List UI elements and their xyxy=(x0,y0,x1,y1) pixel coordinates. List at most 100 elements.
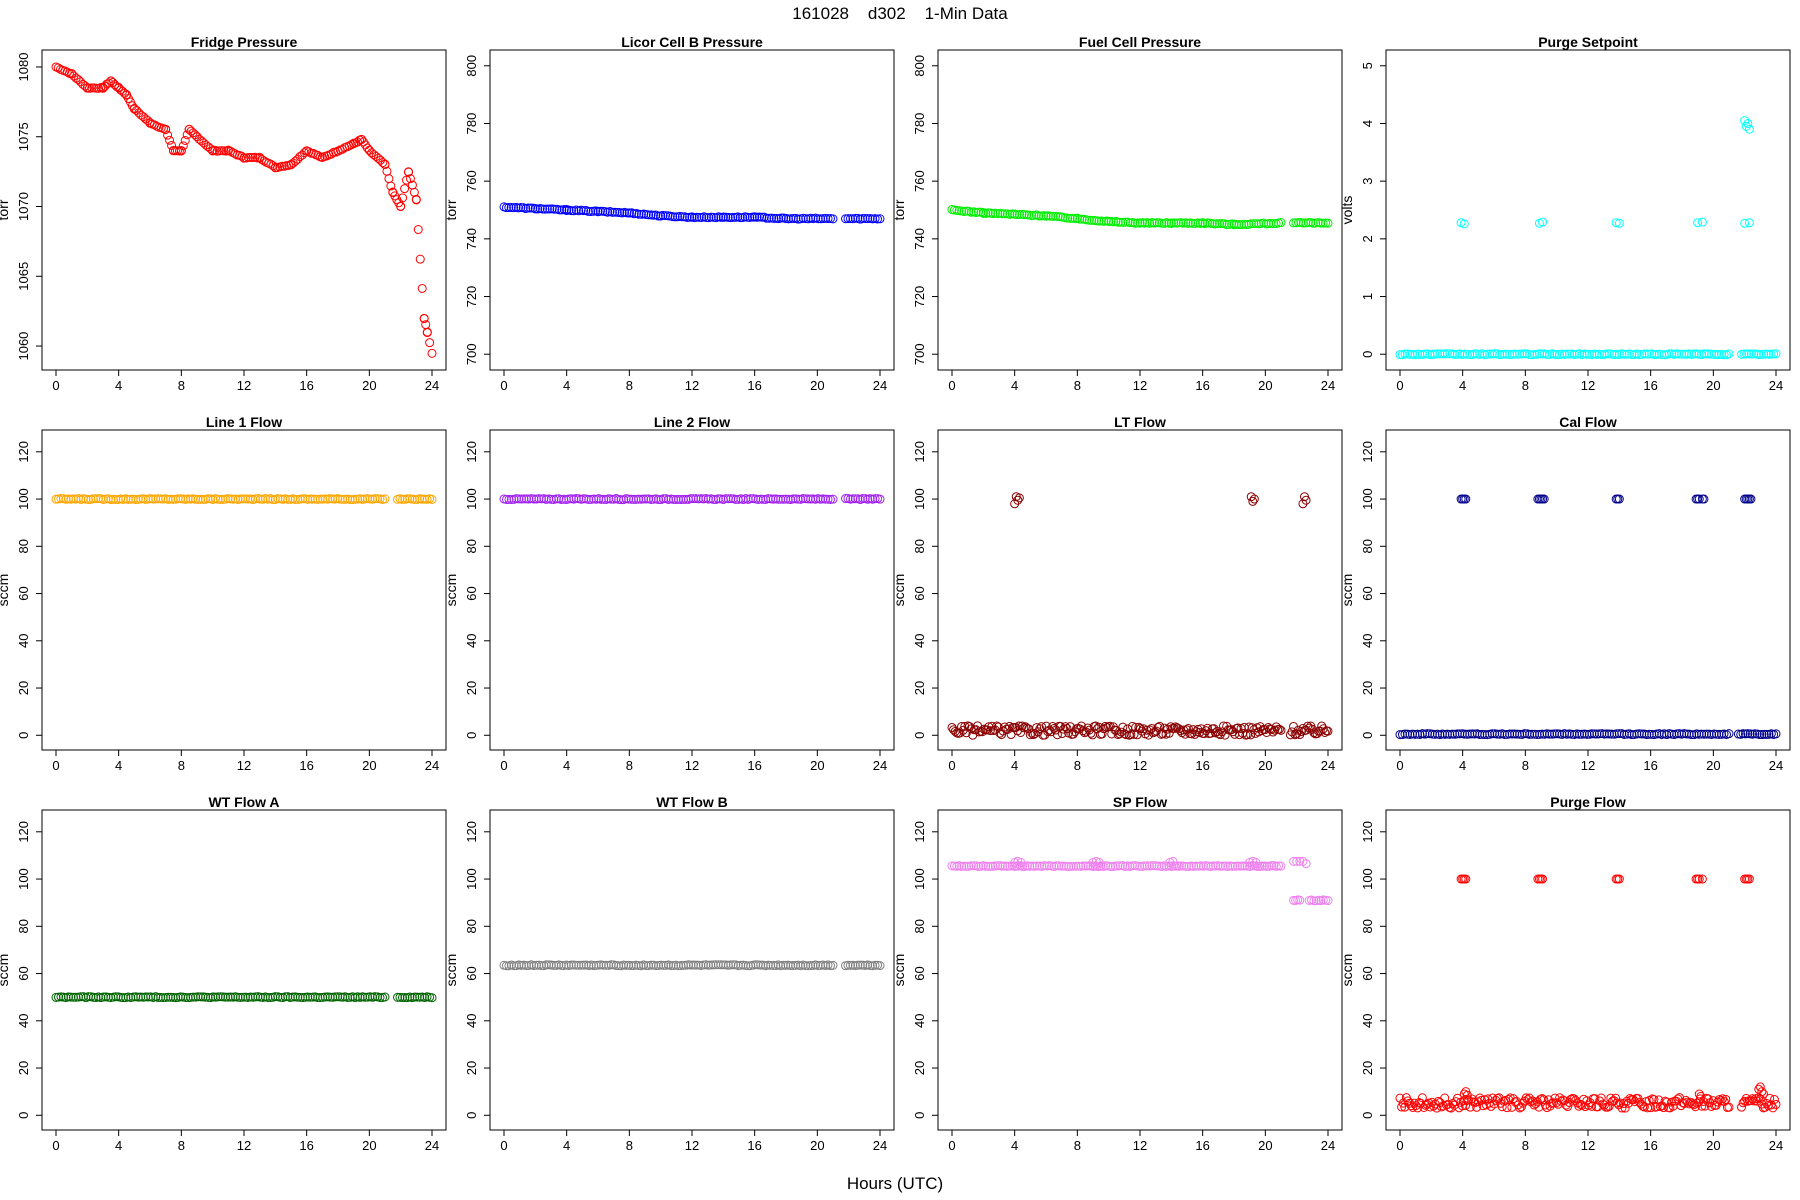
data-point xyxy=(766,960,776,970)
data-point xyxy=(551,494,561,504)
data-point xyxy=(1563,1102,1573,1112)
data-point xyxy=(1262,861,1272,871)
data-point xyxy=(875,961,885,971)
data-point xyxy=(1761,349,1771,359)
panel-title: LT Flow xyxy=(1114,414,1166,430)
data-point xyxy=(1298,218,1308,228)
data-point xyxy=(504,203,514,213)
data-point xyxy=(786,214,796,224)
data-point xyxy=(333,992,343,1002)
data-point xyxy=(88,494,98,504)
data-point xyxy=(1462,1090,1472,1100)
data-point xyxy=(803,494,813,504)
data-point xyxy=(566,206,576,216)
data-point xyxy=(386,181,396,191)
data-point xyxy=(1147,861,1157,871)
x-tick-label: 12 xyxy=(1581,378,1595,393)
y-tick-label: 40 xyxy=(1360,634,1375,648)
y-tick-label: 80 xyxy=(464,919,479,933)
y-tick-label: 1060 xyxy=(16,332,31,361)
data-point xyxy=(1531,1099,1541,1109)
data-point xyxy=(400,993,410,1003)
data-point xyxy=(1771,729,1781,739)
y-tick-label: 1075 xyxy=(16,122,31,151)
data-point xyxy=(688,960,698,970)
y-axis-label: volts xyxy=(1339,196,1355,225)
y-tick-label: 20 xyxy=(16,681,31,695)
data-point xyxy=(1740,116,1750,126)
data-point xyxy=(415,992,425,1002)
panel-title: Licor Cell B Pressure xyxy=(621,34,763,50)
data-point xyxy=(1041,211,1051,221)
data-point xyxy=(166,494,176,504)
x-tick-label: 20 xyxy=(810,758,824,773)
panel-fridge-pressure: Fridge Pressure torr 0 4 8 12 16 20 24 1060 1065 10… xyxy=(0,34,447,393)
x-tick-label: 0 xyxy=(500,758,507,773)
data-point xyxy=(529,494,539,504)
x-tick-label: 4 xyxy=(1011,758,1018,773)
data-point xyxy=(1612,1098,1622,1108)
data-point xyxy=(1505,350,1515,360)
data-point xyxy=(380,992,390,1002)
data-point xyxy=(1430,729,1440,739)
y-tick-label: 100 xyxy=(912,868,927,890)
data-point xyxy=(788,214,798,224)
data-point xyxy=(1769,1094,1779,1104)
data-point xyxy=(1724,349,1734,359)
x-tick-label: 8 xyxy=(1074,758,1081,773)
data-point xyxy=(1632,729,1642,739)
y-tick-label: 720 xyxy=(464,286,479,308)
y-tick-label: 40 xyxy=(1360,1014,1375,1028)
y-tick-label: 1065 xyxy=(16,262,31,291)
data-point xyxy=(1440,349,1450,359)
data-point xyxy=(875,494,885,504)
data-point xyxy=(776,494,786,504)
data-point xyxy=(315,494,325,504)
x-tick-label: 4 xyxy=(563,758,570,773)
y-tick-label: 700 xyxy=(912,343,927,365)
data-point xyxy=(521,961,531,971)
data-point xyxy=(1590,1094,1600,1104)
y-tick-label: 60 xyxy=(1360,966,1375,980)
data-point xyxy=(1032,861,1042,871)
data-point xyxy=(1291,218,1301,228)
data-point xyxy=(1702,729,1712,739)
data-point xyxy=(268,161,278,171)
y-tick-label: 3 xyxy=(1360,178,1375,185)
data-point xyxy=(1140,861,1150,871)
data-point xyxy=(220,992,230,1002)
data-point xyxy=(875,214,885,224)
data-point xyxy=(246,152,256,162)
x-tick-label: 24 xyxy=(873,378,887,393)
data-point xyxy=(1602,729,1612,739)
data-point xyxy=(778,960,788,970)
data-point xyxy=(1539,494,1549,504)
data-point xyxy=(183,494,193,504)
x-tick-label: 8 xyxy=(1522,378,1529,393)
x-tick-label: 8 xyxy=(1074,1138,1081,1153)
data-point xyxy=(1764,349,1774,359)
data-point xyxy=(848,494,858,504)
x-tick-label: 24 xyxy=(1321,1138,1335,1153)
y-tick-label: 100 xyxy=(1360,868,1375,890)
data-point xyxy=(1321,218,1331,228)
data-point xyxy=(843,214,853,224)
data-point xyxy=(868,214,878,224)
data-point xyxy=(731,494,741,504)
data-point xyxy=(1129,729,1139,739)
data-point xyxy=(501,961,511,971)
data-point xyxy=(1757,730,1767,740)
data-point xyxy=(1762,1098,1772,1108)
data-point xyxy=(237,151,247,161)
y-axis-label: sccm xyxy=(891,954,907,987)
data-point xyxy=(860,214,870,224)
data-point xyxy=(1235,861,1245,871)
data-point xyxy=(378,158,388,168)
data-point xyxy=(128,992,138,1002)
data-point xyxy=(571,494,581,504)
data-point xyxy=(673,494,683,504)
data-point xyxy=(1318,218,1328,228)
data-point xyxy=(1069,861,1079,871)
data-point xyxy=(1696,1091,1706,1101)
